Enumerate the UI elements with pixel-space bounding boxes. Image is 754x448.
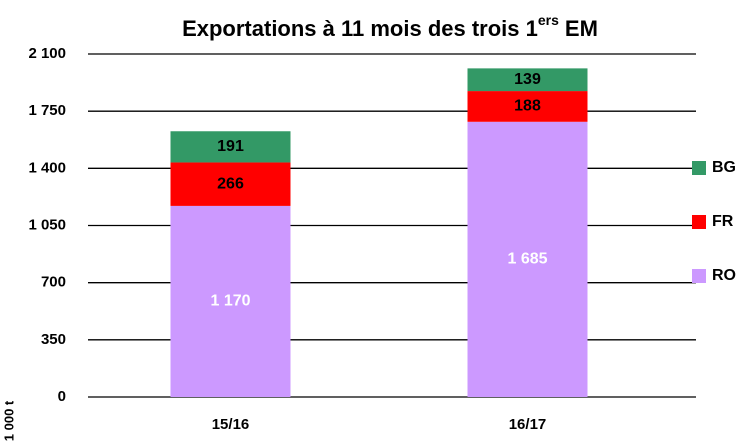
- data-label: 266: [217, 175, 244, 192]
- bar-segment: [170, 162, 291, 206]
- y-tick-label: 2 100: [28, 45, 66, 62]
- data-label: 139: [514, 71, 541, 88]
- legend-swatch: [692, 269, 706, 283]
- y-tick-label: 1 750: [28, 102, 66, 119]
- data-label: 191: [217, 138, 244, 155]
- data-label: 188: [514, 98, 541, 115]
- legend-label: BG: [712, 159, 736, 176]
- y-tick-label: 350: [41, 331, 66, 348]
- data-label: 1 170: [210, 293, 250, 310]
- legend-label: FR: [712, 213, 734, 230]
- x-tick-label: 16/17: [509, 416, 547, 433]
- y-tick-label: 0: [58, 388, 66, 405]
- y-axis-label: 1 000 t: [1, 400, 16, 441]
- bar-segment: [170, 205, 291, 397]
- chart-title: Exportations à 11 mois des trois 1ers EM: [182, 12, 598, 41]
- y-tick-label: 1 050: [28, 216, 66, 233]
- x-tick-label: 15/16: [212, 416, 250, 433]
- title-superscript: ers: [538, 12, 559, 28]
- legend-swatch: [692, 215, 706, 229]
- y-tick-label: 700: [41, 274, 66, 291]
- legend-swatch: [692, 161, 706, 175]
- bar-segment: [170, 131, 291, 163]
- bar-segment: [467, 91, 588, 122]
- title-text: Exportations à 11 mois des trois 1: [182, 16, 538, 41]
- title-suffix: EM: [565, 16, 598, 41]
- bar-segment: [467, 68, 588, 92]
- bar-segment: [467, 121, 588, 398]
- data-label: 1 685: [507, 251, 547, 268]
- y-tick-label: 1 400: [28, 159, 66, 176]
- legend-label: RO: [712, 267, 736, 284]
